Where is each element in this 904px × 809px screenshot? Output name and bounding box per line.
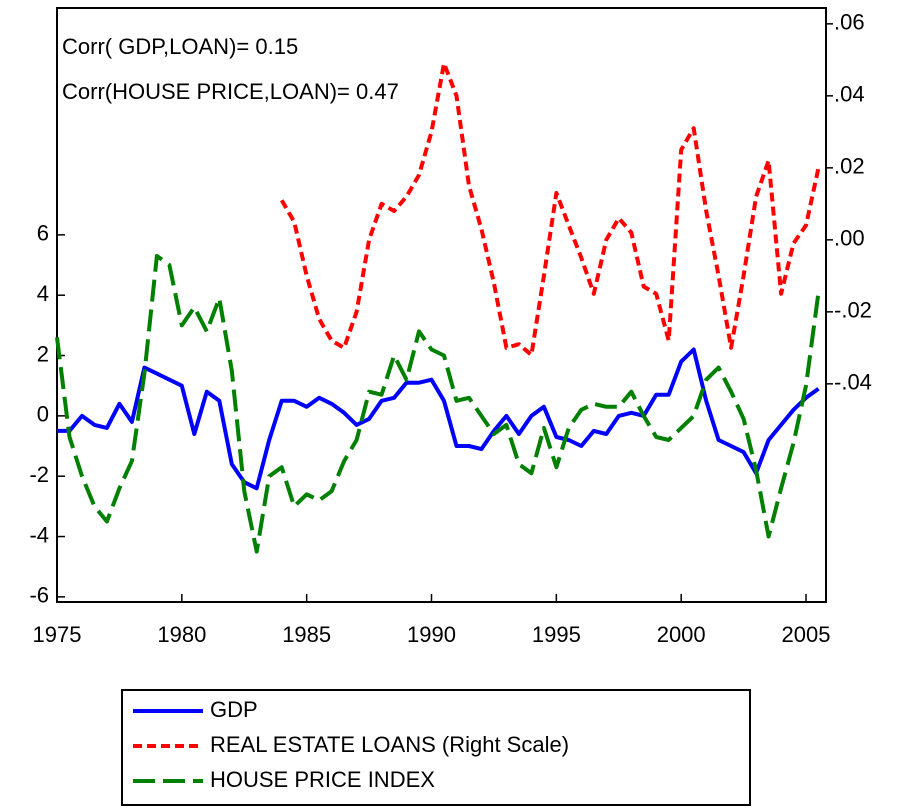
y2-tick-label: .00 [834, 226, 865, 251]
y-tick-label: -4 [29, 522, 49, 547]
y2-tick-label: -.02 [834, 298, 872, 323]
legend-label: REAL ESTATE LOANS (Right Scale) [210, 732, 569, 757]
y-tick-label: -6 [29, 583, 49, 608]
y-tick-label: 6 [37, 221, 49, 246]
y2-tick-label: .02 [834, 154, 865, 179]
y-tick-label: 2 [37, 341, 49, 366]
series-line [55, 254, 821, 554]
x-tick-label: 1990 [407, 622, 456, 647]
annotation: Corr( GDP,LOAN)= 0.15 [62, 34, 298, 59]
x-tick-label: 2005 [782, 622, 831, 647]
plot-frame [56, 7, 827, 603]
x-tick-label: 1995 [532, 622, 581, 647]
legend-label: HOUSE PRICE INDEX [210, 767, 435, 792]
x-tick-label: 1975 [33, 622, 82, 647]
y-tick-label: -2 [29, 462, 49, 487]
y2-tick-label: .06 [834, 10, 865, 35]
y-tick-label: 0 [37, 402, 49, 427]
y2-tick-label: .04 [834, 82, 865, 107]
x-tick-label: 1980 [157, 622, 206, 647]
y-tick-label: 4 [37, 281, 49, 306]
annotation: Corr(HOUSE PRICE,LOAN)= 0.47 [62, 79, 399, 104]
legend-label: GDP [210, 697, 258, 722]
x-tick-label: 2000 [657, 622, 706, 647]
x-tick-label: 1985 [282, 622, 331, 647]
series-line [279, 61, 821, 357]
legend [121, 689, 751, 806]
y2-tick-label: -.04 [834, 370, 872, 395]
series-line [57, 347, 820, 491]
